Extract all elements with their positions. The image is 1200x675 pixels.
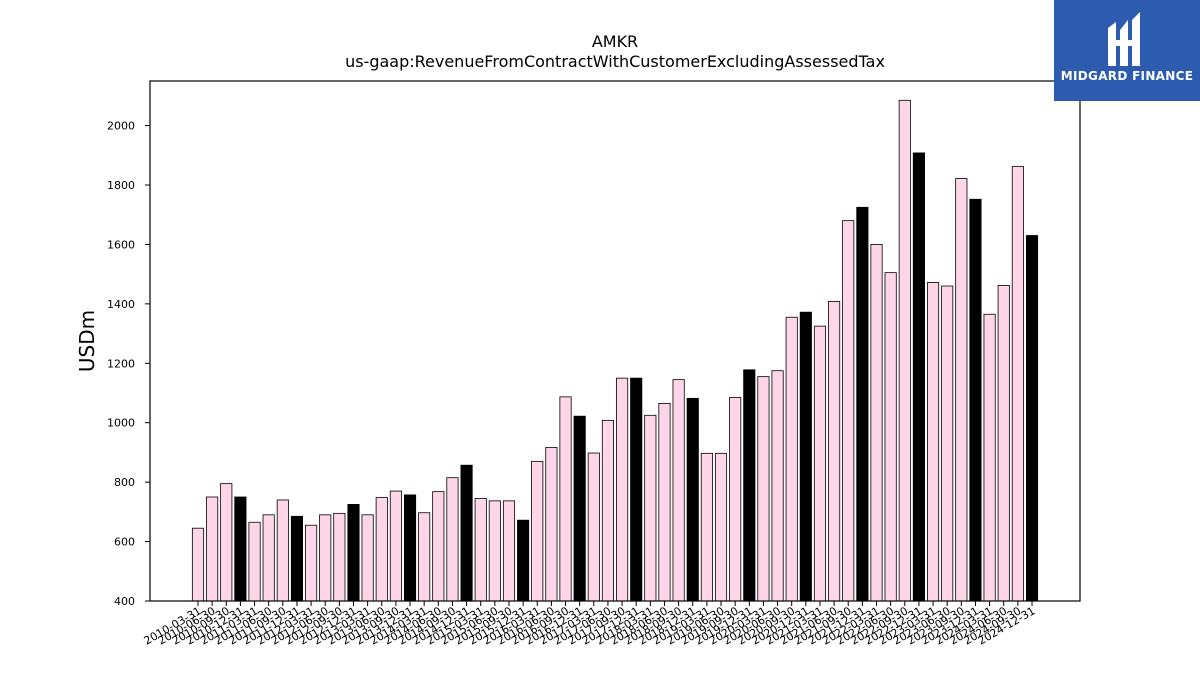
bar-2013-03-31 — [361, 514, 374, 602]
bar-2018-03-31 — [644, 414, 657, 602]
bar-2011-09-30 — [276, 499, 289, 602]
bar-2024-06-30 — [997, 285, 1010, 602]
brand-logo: MIDGARD FINANCE — [1054, 0, 1200, 101]
bar-2017-09-30 — [616, 377, 629, 602]
bar-2021-12-31 — [856, 206, 869, 602]
bar-2017-03-31 — [587, 452, 600, 602]
bar-2013-12-31 — [403, 494, 417, 602]
bar-2018-12-31 — [686, 397, 699, 602]
bar-2016-09-30 — [559, 396, 572, 602]
bar-2019-03-31 — [700, 452, 713, 602]
bar-2023-09-30 — [955, 178, 968, 602]
bar-2012-03-31 — [305, 524, 318, 602]
bar-2012-09-30 — [333, 512, 346, 602]
chart-subtitle: us-gaap:RevenueFromContractWithCustomerE… — [345, 52, 885, 71]
bar-2016-12-31 — [573, 415, 586, 602]
bar-2010-09-30 — [220, 483, 233, 602]
bar-2022-06-30 — [884, 272, 897, 602]
bar-2024-03-31 — [983, 313, 996, 602]
bar-2014-09-30 — [446, 477, 459, 602]
bar-2018-06-30 — [658, 402, 671, 602]
logo-mark-icon — [1108, 12, 1140, 66]
bar-2019-12-31 — [743, 369, 756, 602]
bars-group — [191, 99, 1039, 602]
y-tick-label: 600 — [114, 536, 135, 549]
y-tick-label: 2000 — [107, 120, 135, 133]
bar-2014-03-31 — [418, 512, 431, 602]
bar-2016-03-31 — [531, 460, 544, 602]
bar-2010-12-31 — [234, 496, 247, 602]
bar-2013-09-30 — [389, 490, 402, 602]
y-tick-label: 1600 — [107, 238, 135, 251]
bar-2021-06-30 — [828, 301, 841, 602]
bar-2022-12-31 — [912, 152, 925, 602]
bar-2015-03-31 — [474, 498, 487, 602]
bar-2020-06-30 — [771, 370, 784, 602]
bar-2011-03-31 — [248, 521, 261, 602]
bar-2018-09-30 — [672, 379, 685, 602]
bar-2020-03-31 — [757, 376, 770, 602]
y-axis: 400 600 800 1000 1200 1400 1600 1800 2000 — [107, 120, 150, 608]
bar-2010-03-31 — [191, 527, 205, 602]
bar-2024-12-31 — [1025, 235, 1039, 602]
bar-2011-06-30 — [262, 514, 275, 602]
bar-2012-06-30 — [319, 514, 332, 602]
bar-2015-09-30 — [502, 500, 516, 602]
bar-2023-06-30 — [941, 285, 954, 602]
bar-2019-09-30 — [729, 397, 742, 602]
bar-2015-06-30 — [488, 500, 501, 602]
y-tick-label: 400 — [114, 595, 135, 608]
bar-2020-09-30 — [785, 316, 798, 602]
bar-2014-06-30 — [432, 491, 445, 602]
bar-2021-03-31 — [813, 325, 827, 602]
bar-2017-06-30 — [601, 419, 614, 602]
bar-2021-09-30 — [842, 220, 855, 602]
y-tick-label: 800 — [114, 476, 135, 489]
bar-2010-06-30 — [206, 496, 219, 602]
chart-title: AMKR — [591, 32, 639, 51]
bar-2022-03-31 — [870, 244, 883, 602]
bar-2012-12-31 — [347, 504, 360, 602]
bar-2015-12-31 — [517, 519, 530, 602]
bar-2011-12-31 — [290, 515, 304, 602]
x-axis: 2010-03-312010-06-302010-09-302010-12-31… — [142, 601, 1038, 648]
bar-2024-09-30 — [1011, 166, 1024, 602]
bar-2023-03-31 — [927, 282, 940, 602]
y-tick-label: 1400 — [107, 298, 135, 311]
bar-2023-12-31 — [969, 198, 982, 602]
bar-2017-12-31 — [630, 377, 643, 602]
bar-2016-06-30 — [545, 446, 558, 602]
y-tick-label: 1200 — [107, 357, 135, 370]
bar-2020-12-31 — [799, 311, 812, 602]
bar-2014-12-31 — [460, 464, 473, 602]
logo-text: MIDGARD FINANCE — [1060, 69, 1194, 83]
bar-2019-06-30 — [714, 452, 728, 602]
y-tick-label: 1800 — [107, 179, 135, 192]
bar-2013-06-30 — [375, 497, 388, 602]
plot-frame — [149, 80, 1081, 602]
bar-2022-09-30 — [898, 99, 911, 602]
y-axis-label: USDm — [75, 310, 99, 372]
y-tick-label: 1000 — [107, 417, 135, 430]
